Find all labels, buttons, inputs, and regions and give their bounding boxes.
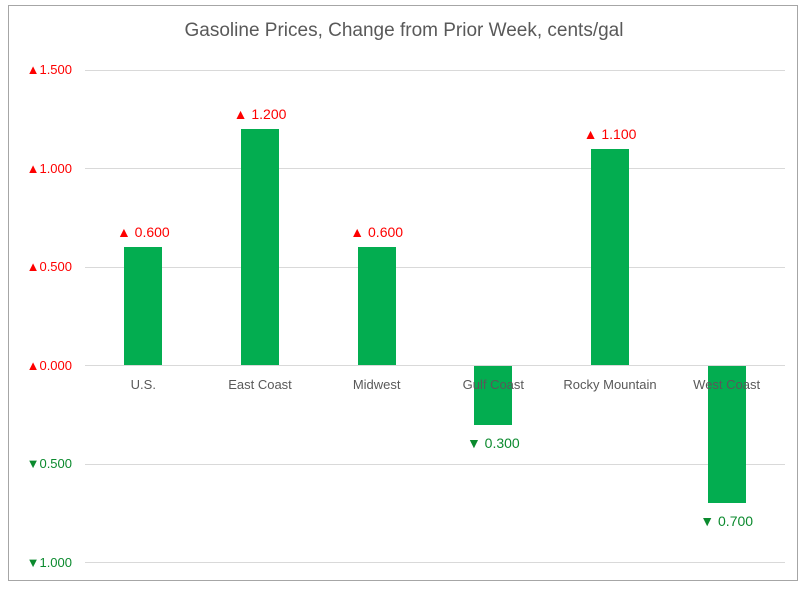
x-axis-category-label: Rocky Mountain: [563, 377, 657, 392]
x-axis-category-label: West Coast: [693, 377, 761, 392]
data-label: ▲ 0.600: [350, 224, 404, 241]
y-axis-tick-label: ▲0.000: [26, 357, 72, 373]
bar-east-coast: [241, 129, 279, 366]
gridline: [85, 266, 785, 268]
data-label: ▼ 0.300: [466, 434, 520, 451]
bar-u-s-: [124, 247, 163, 366]
data-label: ▲ 1.200: [233, 106, 287, 123]
y-axis-tick-label: ▲1.500: [26, 62, 72, 77]
gridline: [85, 69, 785, 71]
data-label: ▼ 0.700: [700, 513, 754, 530]
gridline: [85, 562, 785, 563]
gridline: [85, 463, 785, 465]
gridline: [85, 168, 785, 169]
gridline: [85, 365, 785, 366]
data-label: ▲ 1.100: [583, 125, 637, 142]
y-axis-tick-label: ▲1.000: [26, 160, 72, 176]
bar-west-coast: [707, 365, 746, 504]
bar-gulf-coast: [474, 365, 513, 425]
bar-midwest: [357, 247, 396, 366]
chart-title: Gasoline Prices, Change from Prior Week,…: [184, 20, 624, 41]
data-label: ▲ 0.600: [116, 224, 170, 241]
bar-rocky-mountain: [591, 148, 629, 366]
x-axis-category-label: Midwest: [352, 377, 401, 392]
y-axis-tick-label: ▼0.500: [26, 456, 72, 471]
x-axis-category-label: Gulf Coast: [462, 377, 525, 392]
y-axis-tick-label: ▼1.000: [26, 554, 72, 570]
x-axis-category-label: East Coast: [228, 377, 292, 392]
x-axis-category-label: U.S.: [130, 377, 156, 392]
y-axis-tick-label: ▲0.500: [26, 259, 72, 274]
